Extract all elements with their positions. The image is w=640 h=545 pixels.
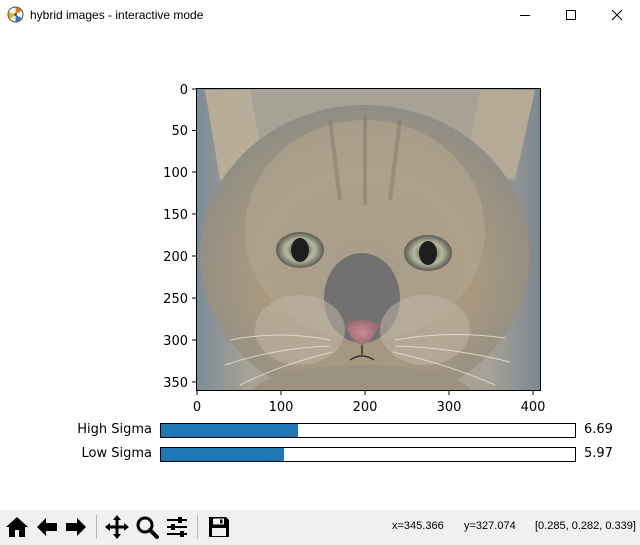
y-tick-label: 200 [163, 250, 188, 265]
plot-area: 0 100 200 300 400 0 50 100 150 200 250 3… [163, 83, 546, 415]
high-sigma-slider-fill [161, 424, 299, 437]
back-button[interactable] [33, 513, 61, 541]
axes-frame [196, 88, 541, 391]
hybrid-cat-image [197, 89, 540, 390]
x-tick-label: 0 [193, 400, 201, 415]
low-sigma-slider-fill [161, 448, 284, 461]
status-x-coordinate: x=345.366 [392, 520, 444, 532]
close-button[interactable] [594, 0, 640, 30]
low-sigma-slider[interactable] [160, 447, 576, 462]
x-tick-label: 100 [269, 400, 294, 415]
low-sigma-label: Low Sigma [81, 446, 152, 461]
x-axis: 0 100 200 300 400 [193, 390, 546, 415]
matplotlib-logo-icon [7, 6, 24, 23]
maximize-icon [566, 10, 576, 20]
status-pixel-value: [0.285, 0.282, 0.339] [535, 520, 636, 532]
high-sigma-slider[interactable] [160, 423, 576, 438]
title-bar[interactable]: hybrid images - interactive mode [0, 0, 640, 30]
home-button[interactable] [3, 513, 31, 541]
x-tick-label: 400 [521, 400, 546, 415]
zoom-button[interactable] [133, 513, 161, 541]
toolbar-separator [96, 515, 97, 539]
y-tick-label: 150 [163, 208, 188, 223]
figure-canvas[interactable]: 0 100 200 300 400 0 50 100 150 200 250 3… [0, 30, 640, 510]
x-tick-label: 200 [353, 400, 378, 415]
save-button[interactable] [205, 513, 233, 541]
y-axis: 0 50 100 150 200 250 300 350 [163, 83, 197, 391]
save-icon [209, 517, 229, 537]
navigation-toolbar: x=345.366 y=327.074 [0.285, 0.282, 0.339… [0, 510, 640, 545]
configure-subplots-button[interactable] [163, 513, 191, 541]
status-y-coordinate: y=327.074 [464, 520, 516, 532]
minimize-icon [520, 15, 530, 16]
maximize-button[interactable] [548, 0, 594, 30]
configure-subplots-icon [167, 517, 187, 537]
zoom-icon [136, 516, 159, 539]
window-title: hybrid images - interactive mode [30, 8, 204, 22]
y-tick-label: 0 [180, 83, 188, 98]
x-tick-label: 300 [437, 400, 462, 415]
pan-button[interactable] [103, 513, 131, 541]
high-sigma-value: 6.69 [584, 422, 613, 437]
toolbar-separator [197, 515, 198, 539]
minimize-button[interactable] [502, 0, 548, 30]
back-arrow-icon [37, 518, 57, 536]
pan-icon [105, 515, 129, 539]
y-tick-label: 350 [163, 376, 188, 391]
home-icon [6, 517, 28, 537]
low-sigma-value: 5.97 [584, 446, 613, 461]
high-sigma-label: High Sigma [77, 422, 152, 437]
close-icon [611, 9, 623, 21]
y-tick-label: 300 [163, 334, 188, 349]
y-tick-label: 50 [171, 124, 188, 139]
y-tick-label: 100 [163, 166, 188, 181]
forward-arrow-icon [66, 518, 86, 536]
y-tick-label: 250 [163, 292, 188, 307]
forward-button[interactable] [62, 513, 90, 541]
